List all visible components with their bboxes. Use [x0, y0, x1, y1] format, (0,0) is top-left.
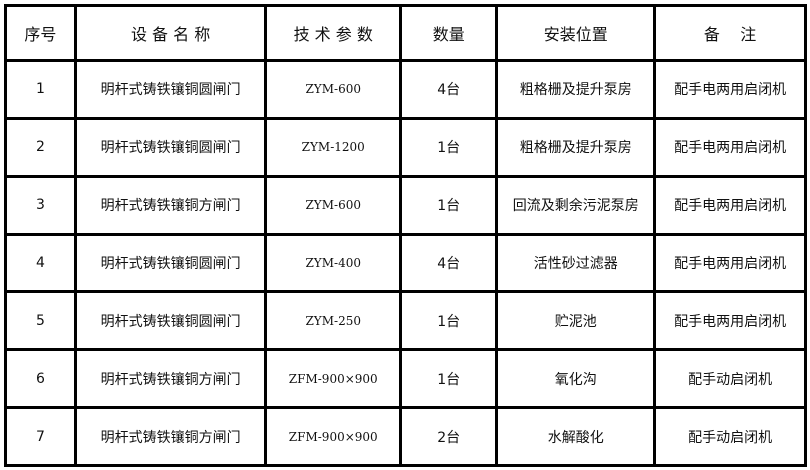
header-location: 安装位置: [495, 4, 657, 62]
cell-index: 3: [4, 174, 77, 236]
cell-quantity: 1台: [399, 116, 499, 178]
header-equipment-name: 设 备 名 称: [73, 4, 268, 62]
cell-tech-params: ZYM-400: [264, 232, 403, 294]
cell-location: 水解酸化: [495, 406, 657, 467]
cell-quantity: 4台: [399, 232, 499, 294]
cell-equipment-name: 明杆式铸铁镶铜圆闸门: [73, 232, 268, 294]
cell-location: 粗格栅及提升泵房: [495, 116, 657, 178]
cell-tech-params: ZFM-900×900: [264, 348, 403, 410]
cell-index: 6: [4, 348, 77, 410]
cell-index: 4: [4, 232, 77, 294]
cell-location: 回流及剩余污泥泵房: [495, 174, 657, 236]
cell-remarks: 配手电两用启闭机: [653, 174, 807, 236]
header-tech-params: 技 术 参 数: [264, 4, 403, 62]
header-quantity: 数量: [399, 4, 499, 62]
cell-index: 1: [4, 59, 77, 120]
table-row: 2 明杆式铸铁镶铜圆闸门 ZYM-1200 1台 粗格栅及提升泵房 配手电两用启闭机: [4, 116, 807, 178]
cell-location: 粗格栅及提升泵房: [495, 59, 657, 120]
cell-index: 5: [4, 290, 77, 352]
cell-equipment-name: 明杆式铸铁镶铜方闸门: [73, 348, 268, 410]
cell-tech-params: ZYM-250: [264, 290, 403, 352]
cell-location: 活性砂过滤器: [495, 232, 657, 294]
table-row: 4 明杆式铸铁镶铜圆闸门 ZYM-400 4台 活性砂过滤器 配手电两用启闭机: [4, 232, 807, 294]
cell-equipment-name: 明杆式铸铁镶铜圆闸门: [73, 290, 268, 352]
table-row: 6 明杆式铸铁镶铜方闸门 ZFM-900×900 1台 氧化沟 配手动启闭机: [4, 348, 807, 410]
equipment-table: 序号 设 备 名 称 技 术 参 数 数量 安装位置 备 注 1 明杆式铸铁镶铜圆…: [4, 4, 807, 467]
cell-equipment-name: 明杆式铸铁镶铜方闸门: [73, 174, 268, 236]
cell-index: 2: [4, 116, 77, 178]
cell-tech-params: ZYM-600: [264, 174, 403, 236]
cell-remarks: 配手动启闭机: [653, 348, 807, 410]
cell-tech-params: ZYM-600: [264, 59, 403, 120]
cell-index: 7: [4, 406, 77, 467]
cell-quantity: 1台: [399, 348, 499, 410]
cell-tech-params: ZFM-900×900: [264, 406, 403, 467]
header-index: 序号: [4, 4, 77, 62]
cell-quantity: 1台: [399, 290, 499, 352]
table-header-row: 序号 设 备 名 称 技 术 参 数 数量 安装位置 备 注: [4, 4, 807, 62]
cell-quantity: 2台: [399, 406, 499, 467]
table-row: 5 明杆式铸铁镶铜圆闸门 ZYM-250 1台 贮泥池 配手电两用启闭机: [4, 290, 807, 352]
cell-equipment-name: 明杆式铸铁镶铜圆闸门: [73, 116, 268, 178]
cell-remarks: 配手电两用启闭机: [653, 232, 807, 294]
cell-location: 贮泥池: [495, 290, 657, 352]
cell-quantity: 4台: [399, 59, 499, 120]
cell-location: 氧化沟: [495, 348, 657, 410]
cell-remarks: 配手电两用启闭机: [653, 116, 807, 178]
table-row: 3 明杆式铸铁镶铜方闸门 ZYM-600 1台 回流及剩余污泥泵房 配手电两用启闭机: [4, 174, 807, 236]
header-remarks: 备 注: [653, 4, 807, 62]
cell-equipment-name: 明杆式铸铁镶铜圆闸门: [73, 59, 268, 120]
cell-quantity: 1台: [399, 174, 499, 236]
cell-remarks: 配手电两用启闭机: [653, 59, 807, 120]
cell-remarks: 配手动启闭机: [653, 406, 807, 467]
cell-equipment-name: 明杆式铸铁镶铜方闸门: [73, 406, 268, 467]
cell-tech-params: ZYM-1200: [264, 116, 403, 178]
cell-remarks: 配手电两用启闭机: [653, 290, 807, 352]
table-row: 7 明杆式铸铁镶铜方闸门 ZFM-900×900 2台 水解酸化 配手动启闭机: [4, 406, 807, 467]
table-row: 1 明杆式铸铁镶铜圆闸门 ZYM-600 4台 粗格栅及提升泵房 配手电两用启闭机: [4, 59, 807, 120]
